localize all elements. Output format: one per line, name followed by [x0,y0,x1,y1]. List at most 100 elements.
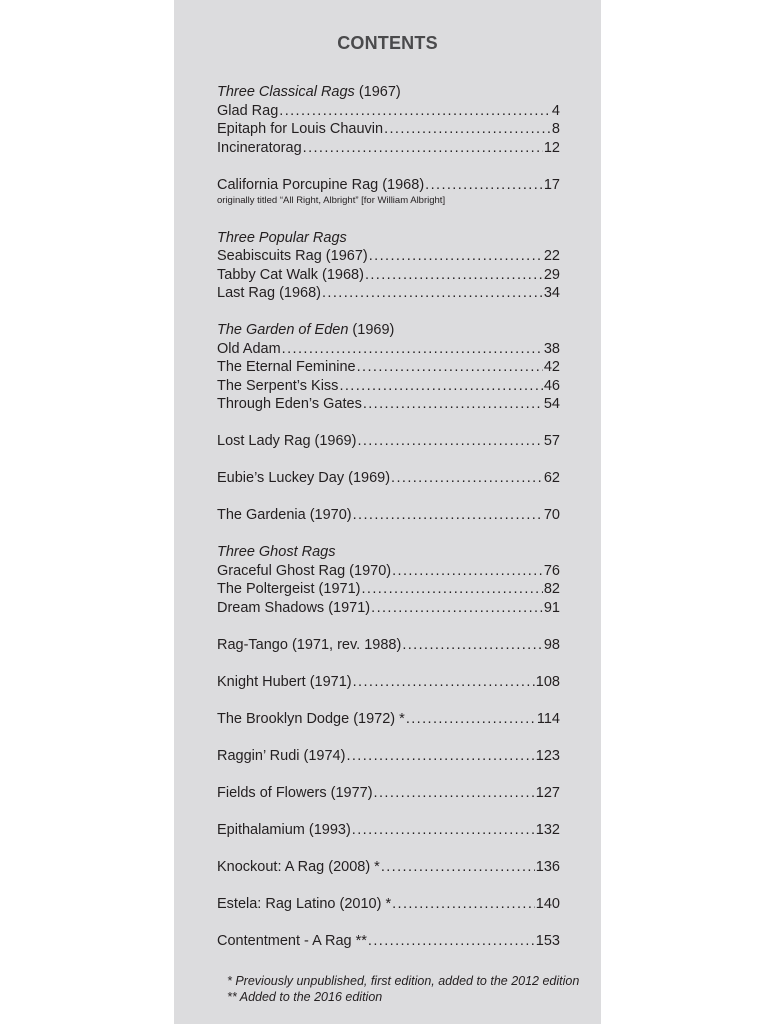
entry-title: Tabby Cat Walk (1968) [217,266,364,283]
group-heading-year: (1967) [354,84,401,100]
dot-leader [353,673,535,692]
dot-leader [374,784,535,803]
toc-entry[interactable]: Old Adam 38 [217,340,560,359]
entry-title: Old Adam [217,340,281,357]
entry-page-number: 98 [543,636,560,653]
footnote: * Previously unpublished, first edition,… [227,974,580,988]
entry-page-number: 4 [551,102,560,119]
footnote: ** Added to the 2016 edition [227,990,383,1004]
toc-entry[interactable]: Fields of Flowers (1977) 127 [217,784,560,803]
entry-title: Rag-Tango (1971, rev. 1988) [217,636,402,653]
entry-title: The Eternal Feminine [217,359,356,375]
entry-page-number: 22 [543,248,560,264]
entry-note: originally titled “All Right, Albright” … [217,195,446,206]
dot-leader [365,266,543,285]
dot-leader [361,580,542,599]
entry-page-number: 8 [551,121,560,137]
toc-group: Knight Hubert (1971) 108 [217,673,560,692]
toc-group: Lost Lady Rag (1969) 57 [217,432,560,451]
toc-entry[interactable]: Last Rag (1968) 34 [217,284,560,303]
entry-title: Lost Lady Rag (1969) [217,433,357,449]
entry-page-number: 62 [543,470,560,486]
toc-group: Three Popular Rags Seabiscuits Rag (1967)… [217,229,560,303]
entry-title: Incineratorag [217,139,302,156]
toc-entry[interactable]: Glad Rag 4 [217,102,560,121]
toc-entry[interactable]: Knockout: A Rag (2008) * 136 [217,858,560,877]
toc-entry[interactable]: Contentment - A Rag ** 153 [217,932,560,951]
toc-entry[interactable]: Rag-Tango (1971, rev. 1988) 98 [217,636,560,655]
entry-title: Eubie’s Luckey Day (1969) [217,470,391,486]
toc-group: Rag-Tango (1971, rev. 1988) 98 [217,636,560,655]
toc-entry[interactable]: California Porcupine Rag (1968) 17 [217,176,560,195]
dot-leader [357,432,542,451]
toc-entry[interactable]: Estela: Rag Latino (2010) * 140 [217,895,560,914]
group-heading: The Garden of Eden (1969) [217,321,560,340]
toc-group: The Garden of Eden (1969)Old Adam38The E… [217,321,560,414]
toc-entry[interactable]: Raggin’ Rudi (1974) 123 [217,747,560,766]
toc-entry[interactable]: Seabiscuits Rag (1967) 22 [217,247,560,266]
entry-page-number: 76 [543,562,560,579]
entry-title: The Brooklyn Dodge (1972) * [217,710,405,727]
entry-page-number: 54 [543,396,560,412]
dot-leader [363,395,543,414]
dot-leader [353,506,543,525]
toc-group: Estela: Rag Latino (2010) * 140 [217,895,560,914]
toc-entry[interactable]: Epitaph for Louis Chauvin 8 [217,120,560,139]
toc-group: Raggin’ Rudi (1974) 123 [217,747,560,766]
page-title: CONTENTS [337,33,438,53]
toc-entry[interactable]: Dream Shadows (1971) 91 [217,599,560,618]
toc-entry[interactable]: Through Eden’s Gates 54 [217,395,560,414]
entry-page-number: 108 [535,673,560,690]
table-of-contents: Three Classical Rags (1967)Glad Rag4Epit… [217,83,560,969]
toc-entry[interactable]: Knight Hubert (1971) 108 [217,673,560,692]
entry-page-number: 140 [535,895,560,912]
toc-entry[interactable]: Tabby Cat Walk (1968) 29 [217,266,560,285]
contents-panel: CONTENTS Three Classical Rags (1967) Glad… [174,0,601,1024]
dot-leader [425,176,543,195]
dot-leader [391,469,543,488]
entry-page-number: 57 [543,433,560,449]
entry-page-number: 42 [543,359,560,375]
toc-group: Knockout: A Rag (2008) * 136 [217,858,560,877]
group-heading: Three Popular Rags [217,229,560,248]
dot-leader [303,139,543,158]
toc-group: Three Classical Rags (1967)Glad Rag4Epit… [217,83,560,157]
toc-group: The Gardenia (1970) 70 [217,506,560,525]
group-heading: Three Ghost Rags [217,543,560,562]
toc-group: California Porcupine Rag (1968) 17 origina… [217,176,560,211]
entry-page-number: 82 [543,581,560,597]
entry-title: Knight Hubert (1971) [217,673,352,690]
toc-entry[interactable]: Incineratorag 12 [217,139,560,158]
toc-entry[interactable]: Lost Lady Rag (1969) 57 [217,432,560,451]
entry-title: Epithalamium (1993) [217,821,351,838]
toc-entry[interactable]: The Eternal Feminine 42 [217,358,560,377]
entry-page-number: 34 [543,285,560,301]
toc-group: Contentment - A Rag ** 153 [217,932,560,951]
dot-leader [346,747,534,766]
dot-leader [371,599,543,618]
entry-title: The Serpent’s Kiss [217,377,339,394]
toc-entry[interactable]: The Poltergeist (1971) 82 [217,580,560,599]
entry-title: Through Eden’s Gates [217,396,362,412]
entry-title: Contentment - A Rag ** [217,932,367,949]
entry-page-number: 38 [543,340,560,357]
dot-leader [357,358,543,377]
toc-group: Three Ghost Rags Graceful Ghost Rag (1970… [217,543,560,617]
entry-title: Estela: Rag Latino (2010) * [217,895,392,912]
toc-entry[interactable]: The Serpent’s Kiss 46 [217,377,560,396]
entry-title: The Gardenia (1970) [217,507,352,523]
dot-leader [392,562,543,581]
toc-entry[interactable]: The Gardenia (1970) 70 [217,506,560,525]
dot-leader [402,636,543,655]
toc-entry[interactable]: Eubie’s Luckey Day (1969) 62 [217,469,560,488]
entry-page-number: 153 [535,932,560,949]
group-heading-year: (1969) [348,322,395,338]
toc-entry[interactable]: Epithalamium (1993) 132 [217,821,560,840]
toc-group: The Brooklyn Dodge (1972) * 114 [217,710,560,729]
group-heading-title: Three Ghost Rags [217,544,336,560]
entry-title: Dream Shadows (1971) [217,599,371,616]
entry-title: Knockout: A Rag (2008) * [217,858,380,875]
toc-entry[interactable]: Graceful Ghost Rag (1970) 76 [217,562,560,581]
entry-title: Epitaph for Louis Chauvin [217,121,384,137]
toc-entry[interactable]: The Brooklyn Dodge (1972) * 114 [217,710,560,729]
